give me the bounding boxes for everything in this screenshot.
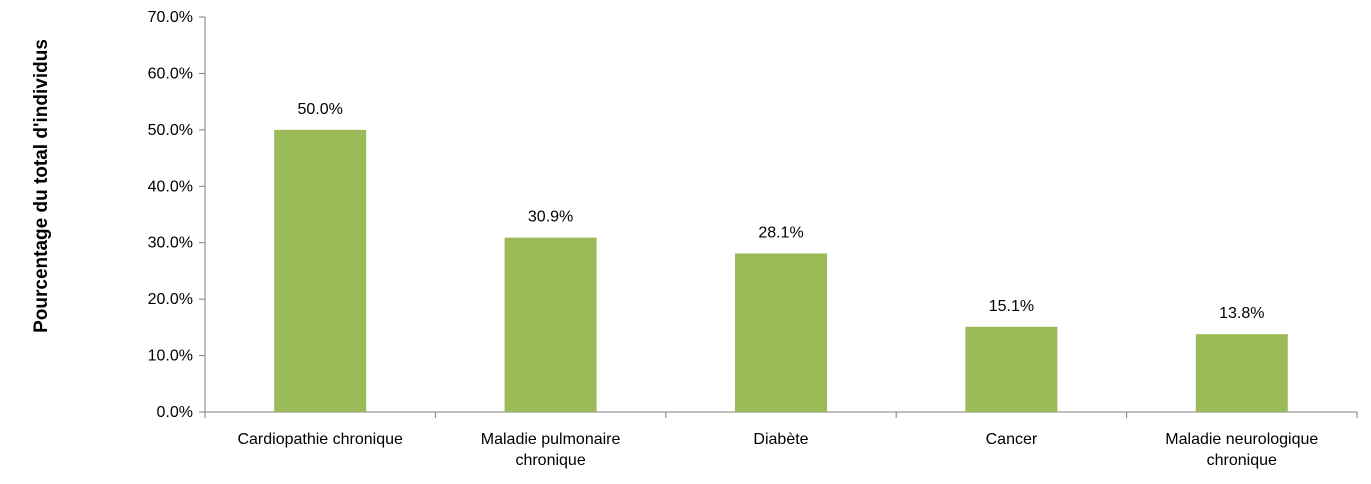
x-category-label: Cancer bbox=[986, 431, 1038, 448]
bars bbox=[274, 129, 1288, 412]
y-tick-label: 70.0% bbox=[148, 9, 193, 26]
y-tick-label: 0.0% bbox=[157, 404, 193, 421]
bar-value-label: 28.1% bbox=[758, 224, 803, 241]
x-category-label: Maladie pulmonaire bbox=[481, 431, 621, 448]
y-tick-label: 40.0% bbox=[148, 178, 193, 195]
bar bbox=[504, 237, 597, 412]
x-category-label: Maladie neurologique bbox=[1165, 431, 1318, 448]
y-tick-label: 60.0% bbox=[148, 65, 193, 82]
y-tick-label: 30.0% bbox=[148, 235, 193, 252]
bar-value-label: 13.8% bbox=[1219, 305, 1264, 322]
bar bbox=[965, 326, 1058, 412]
x-category-label: Diabète bbox=[753, 431, 808, 448]
bar bbox=[735, 253, 827, 412]
y-axis-label: Pourcentage du total d'individus bbox=[31, 39, 52, 333]
data-labels: 50.0% 30.9% 28.1% 15.1% 13.8% bbox=[298, 101, 1265, 322]
bar bbox=[1195, 334, 1288, 412]
bar bbox=[274, 129, 367, 412]
bar-value-label: 15.1% bbox=[989, 298, 1034, 315]
bar-value-label: 50.0% bbox=[298, 101, 343, 118]
y-tick-label: 20.0% bbox=[148, 291, 193, 308]
y-tick-label: 10.0% bbox=[148, 348, 193, 365]
y-tick-label: 50.0% bbox=[148, 122, 193, 139]
x-category-label: chronique bbox=[515, 452, 585, 469]
x-category-label: chronique bbox=[1207, 452, 1277, 469]
axes: 0.0% 10.0% 20.0% 30.0% 40.0% 50.0% 60.0% 70.0% C… bbox=[148, 9, 1358, 469]
bar-value-label: 30.9% bbox=[528, 209, 573, 226]
x-category-label: Cardiopathie chronique bbox=[237, 431, 403, 448]
